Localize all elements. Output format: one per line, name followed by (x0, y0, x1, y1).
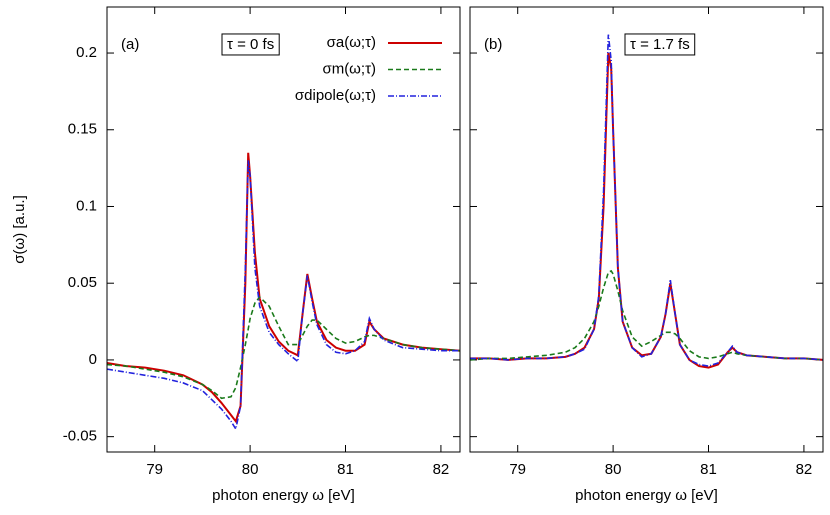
legend-label: σm(ω;τ) (322, 60, 376, 77)
x-tick-label: 82 (796, 461, 813, 478)
x-tick-label: 79 (509, 461, 526, 478)
legend-label: σdipole(ω;τ) (295, 87, 376, 104)
plot-frame (469, 6, 824, 453)
series-line (106, 152, 461, 424)
x-tick-label: 82 (433, 461, 450, 478)
series-line (106, 295, 461, 400)
panel: -0.05 0 0.05 0.1 0.15 0.2 79 80 81 82 photon energ… (11, 6, 461, 504)
x-tick-label: 81 (337, 461, 354, 478)
annotation-box (221, 33, 280, 56)
y-tick-label: 0.1 (76, 197, 97, 214)
x-axis-label: photon energy ω [eV] (575, 487, 718, 504)
y-tick-label: -0.05 (63, 428, 97, 445)
panel: 79 80 81 82 photon energy ω [eV] (b) τ = 1.7 f… (469, 6, 824, 504)
y-tick-label: 0.05 (68, 274, 97, 291)
plot-frame (106, 6, 461, 453)
x-tick-label: 79 (146, 461, 163, 478)
annotation-box (624, 33, 696, 56)
panel-label: (a) (121, 36, 139, 53)
x-axis-label: photon energy ω [eV] (212, 487, 355, 504)
series-line (470, 52, 824, 369)
y-tick-label: 0 (89, 351, 97, 368)
legend-label: σa(ω;τ) (327, 34, 376, 51)
annotation: τ = 0 fs (227, 36, 274, 53)
annotation: τ = 1.7 fs (630, 36, 690, 53)
y-tick-label: 0.15 (68, 121, 97, 138)
y-axis-label: σ(ω) [a.u.] (11, 195, 28, 263)
series-line (106, 160, 460, 432)
series-line (470, 34, 824, 367)
x-tick-label: 80 (605, 461, 622, 478)
panel-label: (b) (484, 36, 502, 53)
y-tick-label: 0.2 (76, 44, 97, 61)
series-line (469, 269, 824, 361)
x-tick-label: 80 (242, 461, 259, 478)
x-tick-label: 81 (700, 461, 717, 478)
